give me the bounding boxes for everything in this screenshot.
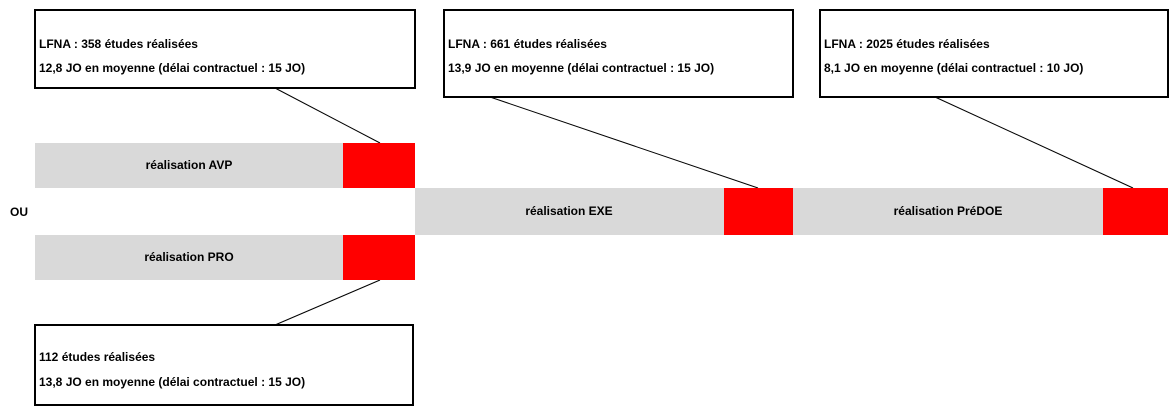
callout-box <box>443 9 794 98</box>
callout-box <box>819 9 1169 98</box>
connector <box>489 96 759 189</box>
bar-label: réalisation PréDOE <box>894 204 1003 218</box>
connector <box>934 96 1134 189</box>
phase-bar <box>35 143 343 188</box>
callout-text: 13,9 JO en moyenne (délai contractuel : … <box>448 61 714 75</box>
separator: OU <box>10 205 28 219</box>
callout-box <box>34 324 414 406</box>
connector <box>274 279 381 326</box>
phase-bar <box>415 188 724 235</box>
phase-margin <box>1103 188 1168 235</box>
callout-text: 13,8 JO en moyenne (délai contractuel : … <box>39 375 305 389</box>
callout-text: LFNA : 2025 études réalisées <box>824 37 990 51</box>
phase-margin <box>343 235 415 280</box>
callout-text: 8,1 JO en moyenne (délai contractuel : 1… <box>824 61 1083 75</box>
bar-label: réalisation PRO <box>144 250 233 264</box>
phase-margin <box>724 188 793 235</box>
phase-bar <box>793 188 1103 235</box>
phase-bar <box>35 235 343 280</box>
callout-text: 112 études réalisées <box>39 350 155 364</box>
callout-text: LFNA : 358 études réalisées <box>39 37 198 51</box>
callout-box <box>34 9 416 89</box>
bar-label: réalisation AVP <box>146 158 233 172</box>
bar-label: réalisation EXE <box>525 204 612 218</box>
callout-text: 12,8 JO en moyenne (délai contractuel : … <box>39 61 305 75</box>
callout-text: LFNA : 661 études réalisées <box>448 37 607 51</box>
connector <box>274 87 381 144</box>
phase-margin <box>343 143 415 188</box>
